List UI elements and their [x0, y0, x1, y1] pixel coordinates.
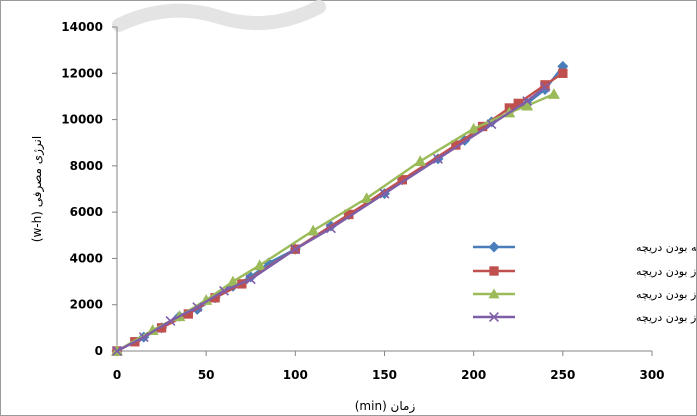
legend-marker [488, 288, 500, 299]
legend-marker [489, 266, 499, 276]
y-tick-label: 8000 [70, 159, 103, 173]
data-point [486, 119, 497, 130]
legend-item-1: بسته بودن دریچه [473, 241, 696, 254]
x-tick-labels: 0 50 100 150 200 250 300 [113, 368, 665, 382]
data-point [521, 99, 534, 111]
series-4 [112, 82, 550, 356]
x-tick-label: 150 [372, 368, 397, 382]
data-point [156, 323, 167, 333]
data-point [547, 88, 560, 99]
data-point [558, 68, 568, 78]
data-point [540, 82, 550, 93]
data-point [360, 192, 373, 204]
data-point [397, 175, 408, 185]
data-point [344, 209, 354, 220]
data-point [451, 140, 461, 150]
legend-label: ۸۷/۵ باز بودن دریچه [636, 311, 696, 324]
legend-label: ۷۵ باز بودن دریچه [636, 288, 696, 301]
y-tick-label: 6000 [70, 205, 103, 219]
axes [112, 26, 653, 356]
legend: بسته بودن دریچه ۵۰ باز بودن دریچه ۷۵ باز ب… [473, 241, 696, 324]
x-tick-label: 50 [198, 368, 215, 382]
data-point [226, 275, 239, 287]
data-point [165, 315, 176, 326]
data-point [192, 302, 203, 312]
data-point [290, 244, 301, 255]
legend-item-2: ۵۰ باز بودن دریچه [473, 265, 696, 278]
data-point [379, 188, 390, 199]
x-tick-label: 200 [461, 368, 486, 382]
y-tick-label: 12000 [61, 66, 103, 80]
y-tick-label: 14000 [61, 20, 103, 34]
legend-marker [488, 241, 500, 253]
data-point [540, 80, 550, 90]
watermark-shape [112, 0, 326, 32]
y-tick-label: 10000 [61, 113, 103, 127]
y-tick-labels: 0 2000 4000 6000 8000 10000 12000 14000 [61, 20, 103, 358]
x-tick-label: 300 [639, 368, 664, 382]
legend-marker [489, 312, 499, 322]
y-axis-title: انرژی مصرفی (w-h) [30, 136, 45, 242]
series-layer [111, 60, 569, 357]
data-point [522, 96, 533, 107]
data-point [513, 98, 523, 109]
data-point [138, 332, 149, 343]
x-tick-label: 250 [550, 368, 575, 382]
data-point [467, 122, 480, 134]
data-point [433, 153, 443, 164]
series-line [116, 65, 564, 353]
legend-item-3: ۷۵ باز بودن دریچه [473, 288, 696, 301]
data-point [307, 224, 320, 236]
y-tick-label: 4000 [70, 251, 103, 265]
data-point [210, 293, 220, 303]
x-tick-label: 0 [113, 368, 121, 382]
legend-label: بسته بودن دریچه [636, 241, 696, 254]
data-point [326, 223, 336, 234]
x-tick-label: 100 [283, 368, 308, 382]
legend-item-4: ۸۷/۵ باز بودن دریچه [473, 311, 696, 324]
data-point [245, 274, 256, 285]
data-point [112, 346, 122, 356]
x-axis-title: زمان (min) [355, 399, 416, 414]
legend-label: ۵۰ باز بودن دریچه [636, 265, 696, 278]
data-point [477, 121, 488, 132]
y-tick-label: 2000 [70, 298, 103, 312]
data-point [253, 259, 266, 271]
y-tick-label: 0 [95, 344, 103, 358]
data-point [219, 285, 229, 296]
data-point [414, 155, 427, 167]
data-point [183, 309, 194, 319]
